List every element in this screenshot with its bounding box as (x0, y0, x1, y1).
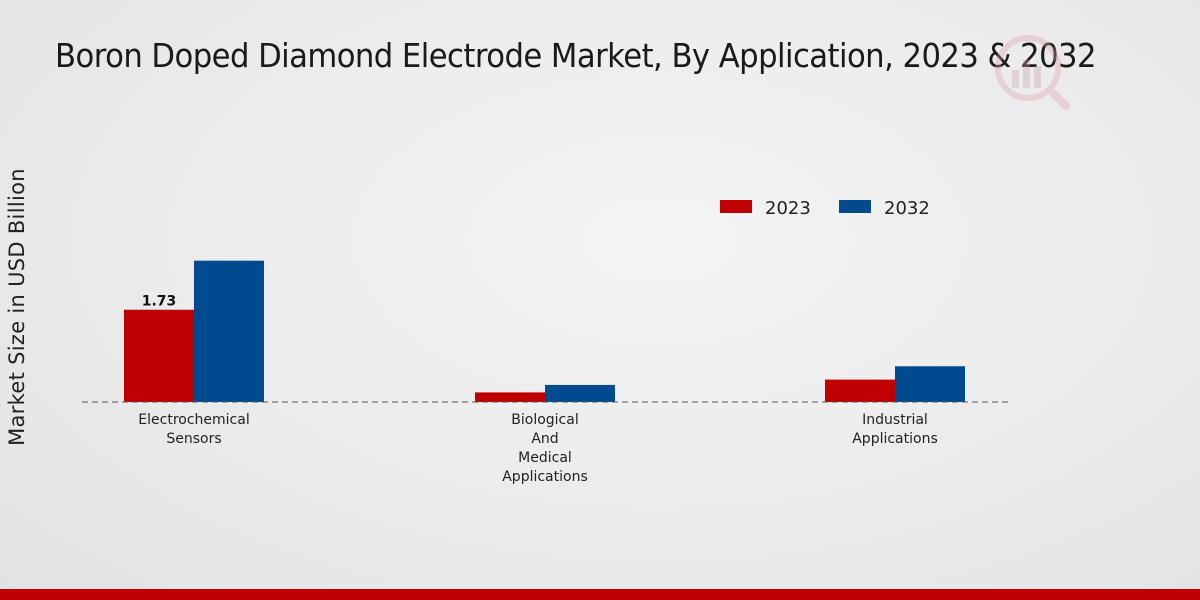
data-label-0: 1.73 (142, 294, 177, 310)
data-labels: 1.73 (142, 294, 177, 310)
watermark-logo-icon (995, 35, 1070, 110)
chart-title: Boron Doped Diamond Electrode Market, By… (55, 36, 1097, 75)
footer-bar (0, 589, 1200, 600)
legend-label-2023: 2023 (765, 198, 811, 219)
bars-group (124, 260, 965, 402)
bar-2023-1 (475, 392, 545, 402)
x-tick-label-1: Biological And Medical Applications (502, 412, 588, 485)
bar-2032-0 (194, 260, 264, 402)
legend-swatch-2032 (839, 200, 871, 213)
x-tick-label-2: Industrial Applications (852, 412, 938, 447)
x-tick-label-0: Electrochemical Sensors (138, 412, 249, 447)
bar-2023-2 (825, 379, 895, 402)
bar-2032-1 (545, 384, 615, 402)
bar-2032-2 (895, 366, 965, 402)
legend-swatch-2023 (720, 200, 752, 213)
legend-label-2032: 2032 (884, 198, 930, 219)
bar-2023-0 (124, 309, 194, 402)
x-tick-labels: Electrochemical Sensors Biological And Medic… (138, 412, 937, 485)
legend: 2023 2032 (720, 198, 930, 219)
